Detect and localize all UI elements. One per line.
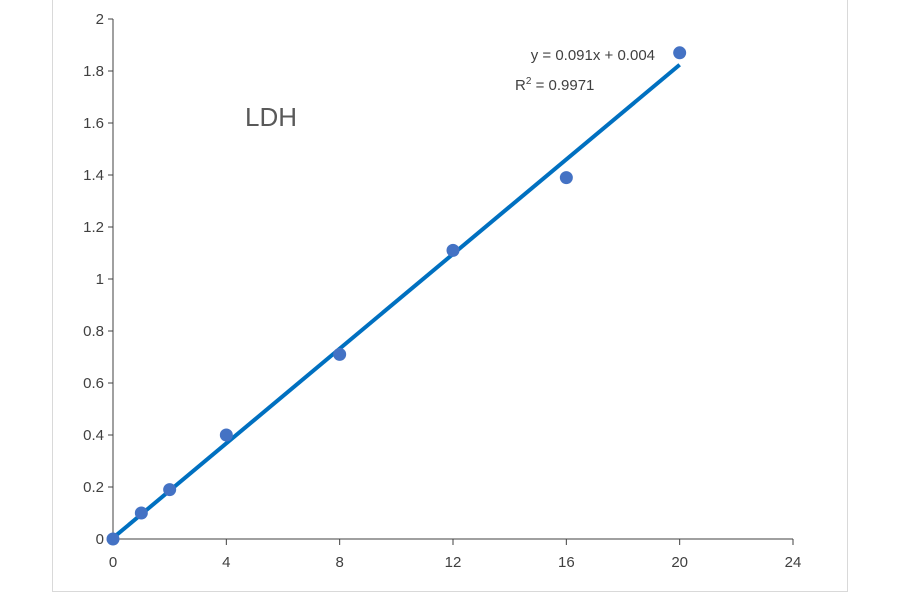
data-point	[673, 46, 687, 60]
r-squared-label: R2 = 0.9971	[515, 76, 594, 94]
data-point	[106, 532, 120, 546]
y-tick-label: 0.4	[83, 427, 104, 444]
chart-frame	[52, 0, 848, 592]
x-tick-label: 4	[222, 554, 230, 571]
trendline-equation: y = 0.091x + 0.004	[531, 47, 655, 64]
y-tick-label: 1.8	[83, 63, 104, 80]
r-squared-prefix: R	[515, 77, 526, 94]
data-point	[559, 171, 573, 185]
y-tick-label: 0.6	[83, 375, 104, 392]
x-tick-label: 12	[445, 554, 462, 571]
x-tick-label: 8	[335, 554, 343, 571]
y-tick-label: 0	[96, 531, 104, 548]
x-tick-label: 0	[109, 554, 117, 571]
chart-title: LDH	[245, 102, 297, 132]
x-tick-label: 24	[785, 554, 802, 571]
y-tick-label: 1	[96, 271, 104, 288]
y-tick-label: 1.2	[83, 219, 104, 236]
data-point	[219, 428, 233, 442]
y-tick-label: 0.2	[83, 479, 104, 496]
tick-labels: 00.20.40.60.811.21.41.61.820 4 8 12 16 20 24	[83, 11, 801, 571]
r-squared-value: = 0.9971	[531, 77, 594, 94]
trendline	[111, 63, 681, 540]
y-tick-label: 1.4	[83, 167, 104, 184]
y-tick-label: 2	[96, 11, 104, 28]
r-squared-superscript: 2	[526, 76, 532, 87]
y-tick-label: 1.6	[83, 115, 104, 132]
data-point	[446, 243, 460, 257]
data-points	[106, 46, 687, 546]
axes	[108, 18, 794, 545]
data-point	[333, 347, 347, 361]
data-point	[134, 506, 148, 520]
x-tick-label: 20	[671, 554, 688, 571]
data-point	[163, 483, 177, 497]
x-tick-label: 16	[558, 554, 575, 571]
y-tick-label: 0.8	[83, 323, 104, 340]
